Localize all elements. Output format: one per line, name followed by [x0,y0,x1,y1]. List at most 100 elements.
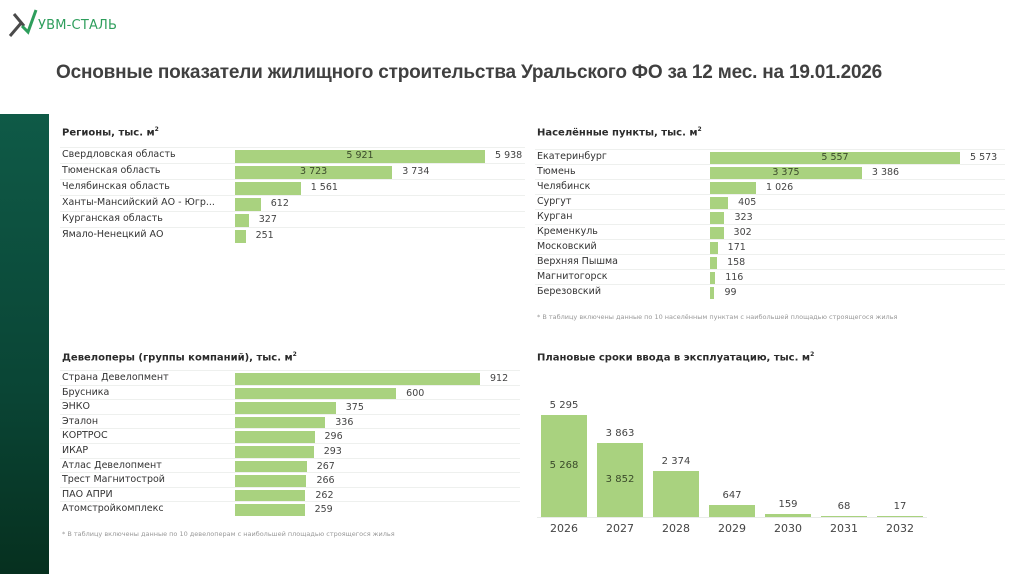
year-bar [653,471,699,517]
settlement-label: Кременкуль [537,226,598,237]
developer-value: 600 [406,387,425,399]
developer-bar [235,416,326,429]
settlement-label: Московский [537,241,597,252]
developers-title: Девелоперы (группы компаний), тыс. м2 [62,351,297,364]
settlement-row: Тюмень 3 375 3 386 [535,164,1005,180]
settlement-bar [710,257,718,269]
developer-bar [235,460,307,473]
region-value: 327 [258,214,277,225]
year-bar-value: 3 863 [605,427,635,439]
developer-label: Трест Магнитострой [62,474,165,486]
settlement-value: 323 [734,212,753,223]
developer-row: Брусника 600 [60,384,520,401]
year-tick-label: 2032 [886,522,914,535]
developer-bar [235,387,397,400]
developer-row: ИКАР 293 [60,443,520,459]
settlement-row: Челябинск 1 026 [535,179,1005,195]
x-logo-icon [8,9,38,37]
developer-label: КОРТРОС [62,430,108,442]
settlement-value: 171 [727,242,746,253]
settlement-label: Курган [537,211,573,222]
region-label: Челябинская область [62,181,170,192]
region-label: Ямало-Ненецкий АО [62,229,164,240]
developer-label: Страна Девелопмент [62,372,169,383]
settlement-row: Сургут 405 [535,194,1005,210]
year-tick-label: 2027 [606,522,634,535]
settlement-value: 99 [724,287,737,298]
year-bar [597,442,643,517]
year-bar-inner-value: 3 852 [605,473,635,485]
region-value: 612 [270,198,289,209]
settlement-inner-value: 5 557 [821,152,849,163]
region-row: Свердловская область 5 921 5 938 [60,147,525,164]
region-row: Ханты-Мансийский АО - Югр... 612 [60,195,525,212]
developer-row: Трест Магнитострой 266 [60,472,520,488]
region-label: Ханты-Мансийский АО - Югр... [62,197,215,208]
settlements-footnote: * В таблицу включены данные по 10 населё… [537,313,898,321]
settlement-label: Челябинск [537,181,591,192]
settlement-label: Магнитогорск [537,271,608,282]
region-bar [235,150,485,163]
year-bar [541,415,587,517]
developer-row: Атомстройкомплекс 259 [60,501,520,517]
settlement-value: 1 026 [766,182,794,193]
region-value: 5 938 [495,150,523,161]
year-bar-value: 17 [893,501,907,512]
settlement-value: 3 386 [871,167,900,178]
settlement-row: Кременкуль 302 [535,224,1005,240]
developer-value: 267 [316,460,335,472]
year-tick-label: 2029 [718,522,746,535]
developer-value: 262 [315,489,334,501]
developer-value: 912 [490,373,509,384]
region-row: Курганская область 327 [60,211,525,228]
company-logo: УВМ-СТАЛЬ [8,6,128,40]
settlement-bar [710,212,725,224]
year-bar-value: 5 295 [549,400,579,411]
commissioning-panel: Плановые сроки ввода в эксплуатацию, тыс… [533,345,1013,545]
developer-row: Страна Девелопмент 912 [60,370,520,386]
developer-value: 296 [324,431,343,443]
region-inner-value: 5 921 [346,150,374,161]
developer-value: 266 [316,475,335,487]
region-row: Тюменская область 3 723 3 734 [60,163,525,180]
developer-row: Эталон 336 [60,413,520,430]
settlement-value: 158 [727,257,746,268]
settlement-label: Сургут [537,196,572,207]
settlement-row: Березовский 99 [535,284,1005,300]
year-bar-value: 159 [778,498,798,510]
commissioning-title: Плановые сроки ввода в эксплуатацию, тыс… [537,351,815,364]
settlement-row: Верхняя Пышма 158 [535,254,1005,270]
settlement-bar [710,287,715,299]
year-tick-label: 2028 [662,522,690,535]
settlement-label: Тюмень [537,166,576,177]
logo-text: УВМ-СТАЛЬ [38,18,118,33]
settlement-row: Магнитогорск 116 [535,269,1005,285]
region-value: 1 561 [310,182,338,193]
developer-label: Брусника [62,386,110,398]
region-label: Тюменская область [62,165,161,176]
settlement-value: 302 [733,227,752,238]
regions-title: Регионы, тыс. м2 [62,126,159,139]
settlement-value: 5 573 [970,152,998,163]
region-row: Челябинская область 1 561 [60,179,525,196]
developer-value: 259 [314,504,333,516]
settlements-panel: Населённые пункты, тыс. м2 * В таблицу в… [533,120,1013,330]
year-bar [709,504,755,517]
developer-label: ПАО АПРИ [62,488,113,500]
year-tick-label: 2030 [774,522,802,535]
developer-label: Эталон [62,415,99,427]
region-inner-value: 3 723 [300,166,328,177]
settlements-title: Населённые пункты, тыс. м2 [537,126,702,139]
developer-label: ИКАР [62,445,89,456]
developer-value: 375 [345,402,364,414]
developer-bar [235,504,305,516]
developer-label: Атлас Девелопмент [62,459,162,471]
regions-panel: Регионы, тыс. м2 Свердловская область 5 9… [58,120,528,250]
settlement-bar [710,152,960,164]
region-row: Ямало-Ненецкий АО 251 [60,227,525,244]
page-title: Основные показатели жилищного строительс… [56,62,883,83]
settlement-row: Курган 323 [535,209,1005,225]
year-tick-label: 2031 [830,522,858,535]
settlement-bar [710,227,724,239]
settlement-row: Московский 171 [535,239,1005,255]
